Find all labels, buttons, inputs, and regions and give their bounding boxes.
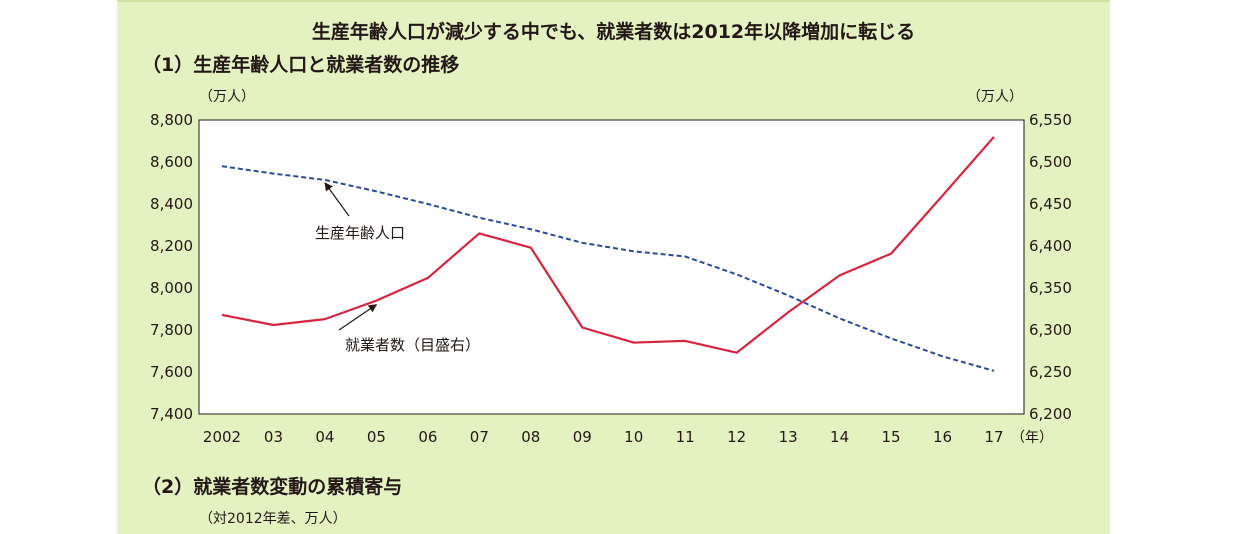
right-tick-label: 6,450 — [1029, 195, 1072, 213]
x-tick-label: 15 — [882, 428, 901, 446]
employed-persons-line — [221, 136, 995, 354]
section1-title: （1）生産年齢人口と就業者数の推移 — [142, 54, 460, 76]
left-axis-ticks: 7,400 7,600 7,800 8,000 8,200 8,400 8,600 8,800 — [150, 111, 193, 423]
annotation-arrow — [338, 304, 378, 331]
working-age-population-line — [221, 165, 995, 372]
left-tick-label: 8,800 — [150, 111, 193, 129]
left-axis-unit: （万人） — [199, 89, 255, 105]
right-tick-label: 6,400 — [1029, 237, 1072, 255]
x-tick-label: 06 — [418, 428, 437, 446]
x-tick-label: 04 — [315, 428, 334, 446]
line-chart: （万人） （万人） （年） 7,400 7,600 7,800 8,000 8,200 8… — [150, 89, 1072, 446]
x-tick-label: 11 — [676, 428, 695, 446]
x-tick-label: 10 — [624, 428, 643, 446]
left-tick-label: 7,400 — [150, 405, 193, 423]
right-tick-label: 6,300 — [1029, 321, 1072, 339]
right-tick-label: 6,350 — [1029, 279, 1072, 297]
right-tick-label: 6,250 — [1029, 363, 1072, 381]
left-tick-label: 8,000 — [150, 279, 193, 297]
x-tick-label: 17 — [984, 428, 1003, 446]
x-tick-label: 07 — [470, 428, 489, 446]
x-tick-label: 13 — [779, 428, 798, 446]
right-axis-ticks: 6,200 6,250 6,300 6,350 6,400 6,450 6,500 6,550 — [1029, 111, 1072, 423]
left-tick-label: 8,200 — [150, 237, 193, 255]
figure-panel: 生産年齢人口が減少する中でも、就業者数は2012年以降増加に転じる （1）生産年… — [117, 0, 1110, 534]
x-tick-label: 08 — [521, 428, 540, 446]
x-tick-label: 12 — [727, 428, 746, 446]
x-tick-label: 14 — [830, 428, 849, 446]
x-tick-label: 09 — [573, 428, 592, 446]
x-tick-label: 16 — [933, 428, 952, 446]
left-tick-label: 7,800 — [150, 321, 193, 339]
right-tick-label: 6,550 — [1029, 111, 1072, 129]
annotation-label: 就業者数（目盛右） — [345, 336, 480, 354]
right-axis-unit: （万人） — [967, 89, 1023, 105]
x-axis-unit: （年） — [1011, 430, 1053, 446]
x-tick-label: 03 — [264, 428, 283, 446]
left-tick-label: 7,600 — [150, 363, 193, 381]
left-tick-label: 8,400 — [150, 195, 193, 213]
right-tick-label: 6,500 — [1029, 153, 1072, 171]
section2-title: （2）就業者数変動の累積寄与 — [142, 476, 403, 498]
figure-title: 生産年齢人口が減少する中でも、就業者数は2012年以降増加に転じる — [311, 21, 916, 43]
series-layer — [221, 136, 995, 372]
left-tick-label: 8,600 — [150, 153, 193, 171]
x-axis-ticks: 2002 03 04 05 06 07 08 09 10 11 12 13 14 15 16 17 — [203, 428, 1004, 446]
panel-top-border — [117, 0, 1110, 2]
right-tick-label: 6,200 — [1029, 405, 1072, 423]
annotation-arrow — [324, 182, 350, 217]
annotation-label: 生産年齢人口 — [315, 224, 405, 242]
plot-area — [198, 119, 1025, 415]
x-tick-label: 05 — [367, 428, 386, 446]
section2-unit: （対2012年差、万人） — [199, 511, 347, 527]
x-tick-label: 2002 — [203, 428, 241, 446]
